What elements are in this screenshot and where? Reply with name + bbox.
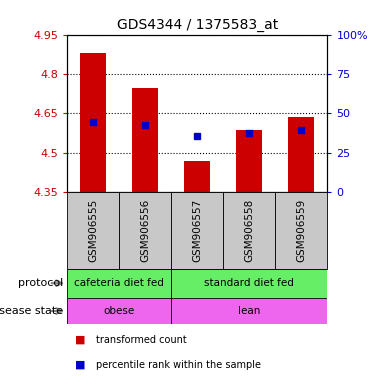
- Bar: [288, 117, 314, 192]
- Bar: [171, 298, 327, 324]
- Bar: [119, 192, 171, 269]
- Text: GSM906557: GSM906557: [192, 199, 202, 262]
- Bar: [80, 53, 106, 192]
- Text: GSM906556: GSM906556: [140, 199, 150, 262]
- Text: lean: lean: [238, 306, 260, 316]
- Bar: [236, 130, 262, 192]
- Text: protocol: protocol: [18, 278, 63, 288]
- Bar: [184, 161, 210, 192]
- Text: transformed count: transformed count: [96, 335, 187, 345]
- Title: GDS4344 / 1375583_at: GDS4344 / 1375583_at: [116, 18, 278, 32]
- Bar: [67, 298, 171, 324]
- Text: cafeteria diet fed: cafeteria diet fed: [74, 278, 164, 288]
- Bar: [171, 192, 223, 269]
- Text: percentile rank within the sample: percentile rank within the sample: [96, 360, 261, 370]
- Bar: [67, 269, 171, 298]
- Text: disease state: disease state: [0, 306, 63, 316]
- Text: ■: ■: [75, 360, 85, 370]
- Text: obese: obese: [103, 306, 135, 316]
- Bar: [275, 192, 327, 269]
- Bar: [132, 88, 158, 192]
- Text: GSM906558: GSM906558: [244, 199, 254, 262]
- Bar: [223, 192, 275, 269]
- Text: ■: ■: [75, 335, 85, 345]
- Bar: [67, 192, 119, 269]
- Text: standard diet fed: standard diet fed: [205, 278, 294, 288]
- Text: GSM906559: GSM906559: [296, 199, 306, 262]
- Text: GSM906555: GSM906555: [88, 199, 98, 262]
- Bar: [171, 269, 327, 298]
